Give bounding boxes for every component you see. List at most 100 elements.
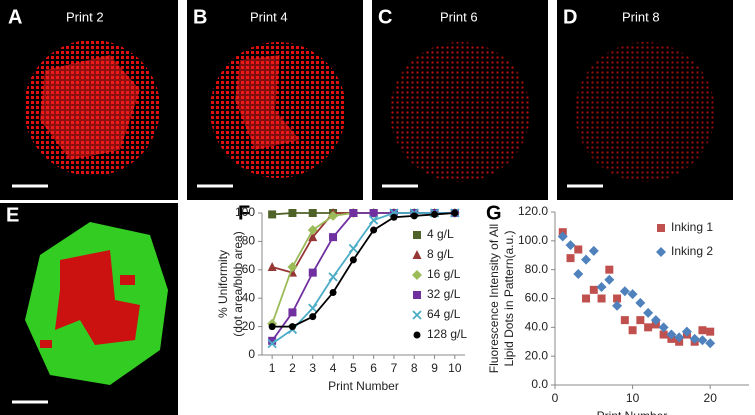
legend-label: Inking 1	[671, 220, 713, 234]
marker	[574, 245, 583, 254]
y-axis-label: Lipid Dots in Pattern(a.u.)	[502, 230, 516, 366]
marker	[604, 274, 615, 285]
marker	[657, 224, 665, 232]
marker	[267, 261, 277, 271]
marker	[412, 270, 422, 280]
y-tick-label: 40.0	[525, 320, 549, 334]
x-tick-label: 3	[309, 361, 316, 375]
marker	[287, 261, 298, 272]
legend-label: 16 g/L	[427, 267, 461, 281]
marker	[329, 289, 337, 297]
y-axis-label: % Uniformity	[216, 250, 230, 318]
series-line	[271, 212, 455, 345]
marker	[413, 231, 421, 239]
x-tick-label: 10	[448, 361, 462, 375]
marker	[288, 323, 296, 331]
y-tick-label: 80.0	[525, 262, 549, 276]
marker	[329, 233, 338, 242]
panel-letter: F	[238, 202, 250, 224]
marker	[308, 303, 318, 313]
marker	[412, 250, 422, 259]
panel-letter: G	[486, 202, 502, 224]
legend-label: 4 g/L	[427, 227, 454, 241]
panel-letter: B	[193, 6, 207, 28]
y-tick-label: 0	[248, 347, 255, 361]
panel-label: Print 4	[250, 9, 288, 24]
marker	[267, 339, 277, 349]
marker	[581, 254, 592, 265]
marker	[370, 226, 378, 234]
y-tick-label: 100	[235, 205, 255, 219]
marker	[431, 210, 439, 218]
y-tick-label: 0.0	[531, 377, 548, 391]
marker	[681, 326, 692, 337]
marker	[674, 332, 685, 343]
panel-letter: E	[6, 204, 19, 226]
x-tick-label: 2	[289, 361, 296, 375]
legend-label: 64 g/L	[427, 307, 461, 321]
x-tick-label: 20	[704, 391, 718, 405]
marker	[582, 294, 591, 303]
legend-label: Inking 2	[671, 244, 713, 258]
x-tick-label: 7	[391, 361, 398, 375]
x-tick-label: 0	[552, 391, 559, 405]
marker	[308, 232, 318, 242]
panel-label: Print 6	[440, 9, 478, 24]
marker	[451, 209, 459, 217]
panel-label: Print 8	[622, 9, 660, 24]
marker	[268, 210, 277, 219]
marker	[605, 265, 614, 274]
marker	[705, 338, 716, 349]
marker	[573, 268, 584, 279]
marker	[656, 247, 666, 257]
marker	[349, 256, 357, 264]
y-tick-label: 100.0	[518, 233, 548, 247]
legend-label: 32 g/L	[427, 287, 461, 301]
marker	[636, 316, 645, 325]
marker	[309, 313, 317, 321]
marker	[613, 294, 622, 303]
marker	[557, 231, 568, 242]
marker	[659, 330, 668, 339]
y-axis-label: (dot area/blob area)	[231, 231, 245, 336]
marker	[588, 245, 599, 256]
panel-c	[372, 0, 548, 200]
marker	[369, 209, 378, 217]
marker	[307, 225, 318, 236]
marker	[706, 327, 715, 336]
marker	[566, 254, 575, 263]
marker	[697, 335, 708, 346]
marker	[288, 308, 297, 317]
x-axis-label: Print Number	[597, 409, 668, 415]
marker	[612, 300, 623, 311]
y-tick-label: 60.0	[525, 291, 549, 305]
marker	[268, 336, 277, 345]
y-tick-label: 20	[242, 319, 256, 333]
marker	[349, 209, 358, 217]
y-tick-label: 60	[242, 262, 256, 276]
y-tick-label: 80	[242, 234, 256, 248]
marker	[666, 329, 677, 340]
marker	[635, 297, 646, 308]
marker	[596, 281, 607, 292]
marker	[308, 209, 317, 217]
marker	[643, 307, 654, 318]
x-tick-label: 6	[370, 361, 377, 375]
y-axis-label: Fluorescence Intensity of All	[487, 224, 501, 373]
x-tick-label: 8	[411, 361, 418, 375]
marker	[628, 326, 637, 335]
marker	[348, 243, 358, 254]
marker	[698, 326, 707, 335]
marker	[308, 268, 317, 277]
panel-d	[557, 0, 733, 200]
marker	[369, 215, 379, 225]
panel-letter: A	[8, 6, 22, 28]
series-line	[272, 212, 455, 328]
marker	[658, 322, 669, 333]
x-tick-label: 5	[350, 361, 357, 375]
marker	[328, 272, 338, 282]
legend-label: 128 g/L	[427, 327, 467, 341]
y-tick-label: 20.0	[525, 348, 549, 362]
marker	[597, 294, 606, 303]
